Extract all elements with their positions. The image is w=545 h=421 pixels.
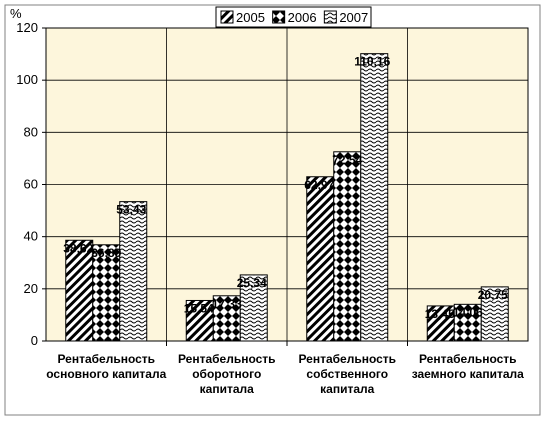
category-label: Рентабельность заемного капитала: [412, 352, 524, 381]
data-label-2005-cat-4: 13,45: [425, 307, 455, 321]
data-label-2005-cat-3: 62,97: [304, 178, 334, 192]
bar-2007-cat-3: [360, 53, 389, 342]
bars: [65, 53, 509, 342]
y-axis-label: %: [10, 6, 22, 21]
legend-swatch-2006: [272, 10, 286, 24]
data-label-2006-cat-4: 14,06: [453, 305, 483, 319]
bar-2005-cat-3: [306, 176, 335, 342]
bar-2005-cat-1: [65, 239, 94, 342]
data-label-2005-cat-1: 38,62: [63, 241, 93, 255]
data-label-2006-cat-2: 17,33: [212, 297, 242, 311]
data-label-2005-cat-2: 15,54: [184, 301, 214, 315]
category-label: Рентабельность оборотного капитала: [178, 352, 276, 396]
bar-2007-cat-4: [480, 286, 509, 342]
category-label: Рентабельность собственного капитала: [298, 352, 396, 396]
bar-2006-cat-3: [333, 151, 362, 342]
y-tick-label: 80: [24, 124, 38, 139]
legend-label-2007: 2007: [339, 10, 368, 25]
category-label: Рентабельность основного капитала: [46, 352, 166, 381]
legend-swatch-2005: [220, 10, 234, 24]
y-tick-label: 100: [16, 72, 38, 87]
y-tick-label: 40: [24, 229, 38, 244]
legend-label-2005: 2005: [236, 10, 265, 25]
x-axis-categories: Рентабельность основного капитала Рентабел…: [46, 352, 524, 396]
bar-2006-cat-1: [92, 244, 121, 342]
legend: 2005 2006 2007: [215, 6, 372, 28]
y-tick-label: 60: [24, 177, 38, 192]
bar-2007-cat-1: [119, 201, 148, 342]
bar-2006-cat-4: [453, 303, 482, 342]
bar-2006-cat-2: [212, 295, 241, 342]
data-label-2006-cat-1: 36,89: [91, 246, 121, 260]
bar-2005-cat-2: [185, 299, 214, 342]
legend-swatch-2007: [323, 10, 337, 24]
data-label-2007-cat-2: 25,34: [237, 276, 267, 290]
data-label-2007-cat-3: 110,16: [354, 55, 390, 69]
y-tick-label: 120: [16, 20, 38, 35]
data-label-2007-cat-1: 53,43: [116, 203, 146, 217]
data-label-2007-cat-4: 20,75: [478, 288, 508, 302]
legend-label-2006: 2006: [288, 10, 317, 25]
y-tick-label: 0: [31, 333, 38, 348]
y-axis-ticks: 0 20 40 60 80 100 120: [16, 20, 46, 348]
bar-2007-cat-2: [239, 274, 268, 342]
y-tick-label: 20: [24, 281, 38, 296]
data-label-2006-cat-3: 72,54: [332, 153, 362, 167]
